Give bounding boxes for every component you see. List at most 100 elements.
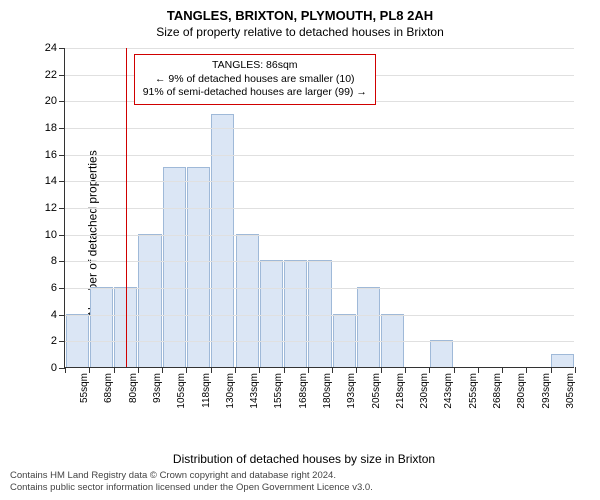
x-tick-label: 130sqm <box>225 373 236 409</box>
x-tick-label: 68sqm <box>103 373 114 403</box>
gridline <box>65 261 574 262</box>
histogram-bar <box>138 234 161 367</box>
gridline <box>65 315 574 316</box>
x-tick <box>429 367 430 373</box>
credits-line-2: Contains public sector information licen… <box>10 482 373 494</box>
y-tick <box>59 128 65 129</box>
x-tick <box>308 367 309 373</box>
x-tick <box>235 367 236 373</box>
reference-line <box>126 48 127 367</box>
plot-area: 024681012141618202224 55sqm68sqm80sqm93s… <box>64 48 574 368</box>
y-tick-label: 14 <box>45 175 57 187</box>
y-tick-label: 0 <box>51 362 57 374</box>
x-tick-label: 80sqm <box>128 373 139 403</box>
y-tick <box>59 235 65 236</box>
y-tick-label: 22 <box>45 69 57 81</box>
histogram-bar <box>163 167 186 367</box>
histogram-bar <box>430 340 453 367</box>
x-tick <box>502 367 503 373</box>
histogram-bar <box>381 314 404 367</box>
y-tick-label: 6 <box>51 282 57 294</box>
annotation-line: 91% of semi-detached houses are larger (… <box>143 86 367 100</box>
x-tick-label: 180sqm <box>322 373 333 409</box>
x-tick-label: 155sqm <box>273 373 284 409</box>
x-tick <box>138 367 139 373</box>
y-tick <box>59 208 65 209</box>
x-tick-label: 205sqm <box>371 373 382 409</box>
x-tick <box>186 367 187 373</box>
x-tick-label: 280sqm <box>516 373 527 409</box>
histogram-bar <box>211 114 234 367</box>
x-tick <box>575 367 576 373</box>
y-tick <box>59 155 65 156</box>
gridline <box>65 155 574 156</box>
x-tick <box>478 367 479 373</box>
histogram-bar <box>357 287 380 367</box>
histogram-bar <box>236 234 259 367</box>
gridline <box>65 48 574 49</box>
annotation-title: TANGLES: 86sqm <box>143 59 367 73</box>
x-tick-label: 55sqm <box>79 373 90 403</box>
x-tick-label: 255sqm <box>468 373 479 409</box>
y-tick-label: 18 <box>45 122 57 134</box>
y-tick <box>59 315 65 316</box>
y-tick-label: 10 <box>45 229 57 241</box>
x-tick <box>211 367 212 373</box>
gridline <box>65 181 574 182</box>
y-tick-label: 2 <box>51 335 57 347</box>
credits-line-1: Contains HM Land Registry data © Crown c… <box>10 470 373 482</box>
x-tick-label: 105sqm <box>176 373 187 409</box>
x-tick <box>526 367 527 373</box>
histogram-chart: Number of detached properties 0246810121… <box>34 48 574 418</box>
x-tick-label: 143sqm <box>249 373 260 409</box>
x-tick <box>551 367 552 373</box>
annotation-callout: TANGLES: 86sqm← 9% of detached houses ar… <box>134 54 376 105</box>
y-tick-label: 4 <box>51 309 57 321</box>
x-tick-label: 268sqm <box>492 373 503 409</box>
x-axis-label: Distribution of detached houses by size … <box>173 452 435 466</box>
page-title: TANGLES, BRIXTON, PLYMOUTH, PL8 2AH <box>0 0 600 23</box>
y-tick-label: 16 <box>45 149 57 161</box>
x-tick <box>356 367 357 373</box>
histogram-bar <box>551 354 574 367</box>
x-tick <box>114 367 115 373</box>
gridline <box>65 235 574 236</box>
gridline <box>65 128 574 129</box>
x-tick-label: 243sqm <box>443 373 454 409</box>
page-subtitle: Size of property relative to detached ho… <box>0 23 600 39</box>
annotation-line: ← 9% of detached houses are smaller (10) <box>143 73 367 87</box>
histogram-bar <box>66 314 89 367</box>
y-tick-label: 20 <box>45 95 57 107</box>
y-tick <box>59 48 65 49</box>
x-tick-label: 218sqm <box>395 373 406 409</box>
x-tick-label: 305sqm <box>565 373 576 409</box>
x-tick <box>89 367 90 373</box>
x-tick-label: 293sqm <box>541 373 552 409</box>
x-tick <box>259 367 260 373</box>
y-tick <box>59 75 65 76</box>
x-tick-label: 193sqm <box>346 373 357 409</box>
x-tick-label: 168sqm <box>298 373 309 409</box>
y-tick-label: 12 <box>45 202 57 214</box>
y-tick <box>59 341 65 342</box>
x-tick-label: 93sqm <box>152 373 163 403</box>
y-tick-label: 24 <box>45 42 57 54</box>
y-tick-label: 8 <box>51 255 57 267</box>
x-tick <box>284 367 285 373</box>
y-tick <box>59 181 65 182</box>
gridline <box>65 341 574 342</box>
x-tick <box>162 367 163 373</box>
y-tick <box>59 261 65 262</box>
x-tick <box>454 367 455 373</box>
gridline <box>65 288 574 289</box>
x-tick <box>405 367 406 373</box>
histogram-bar <box>187 167 210 367</box>
x-tick <box>332 367 333 373</box>
x-tick <box>381 367 382 373</box>
gridline <box>65 208 574 209</box>
y-tick <box>59 288 65 289</box>
attribution-text: Contains HM Land Registry data © Crown c… <box>10 470 373 494</box>
x-tick-label: 118sqm <box>201 373 212 408</box>
x-tick <box>65 367 66 373</box>
x-tick-label: 230sqm <box>419 373 430 409</box>
